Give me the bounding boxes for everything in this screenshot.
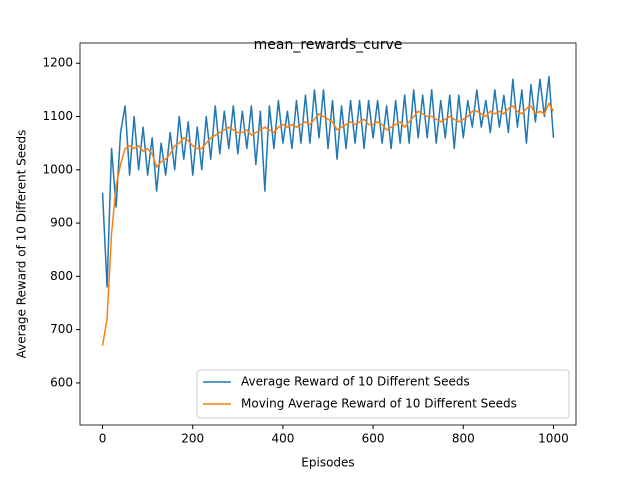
- y-tick-label: 900: [50, 216, 73, 230]
- x-tick-label: 1000: [538, 432, 569, 446]
- x-axis-label: Episodes: [301, 456, 354, 470]
- y-axis-label: Average Reward of 10 Different Seeds: [15, 130, 29, 359]
- legend-label: Moving Average Reward of 10 Different Se…: [241, 397, 517, 411]
- y-tick-label: 1100: [42, 109, 73, 123]
- plot-frame: [79, 42, 577, 426]
- y-tick-label: 800: [50, 269, 73, 283]
- x-tick-label: 0: [99, 432, 107, 446]
- legend-box: [196, 369, 570, 419]
- legend-label: Average Reward of 10 Different Seeds: [241, 375, 470, 389]
- x-tick-label: 800: [452, 432, 475, 446]
- y-tick-label: 700: [50, 322, 73, 336]
- y-tick-label: 1000: [42, 162, 73, 176]
- data-line: [101, 75, 555, 288]
- y-tick-label: 1200: [42, 56, 73, 70]
- chart-title: mean_rewards_curve: [254, 37, 403, 53]
- x-tick-label: 400: [271, 432, 294, 446]
- data-line: [101, 102, 555, 346]
- y-tick-label: 600: [50, 375, 73, 389]
- x-tick-label: 600: [362, 432, 385, 446]
- x-tick-label: 200: [181, 432, 204, 446]
